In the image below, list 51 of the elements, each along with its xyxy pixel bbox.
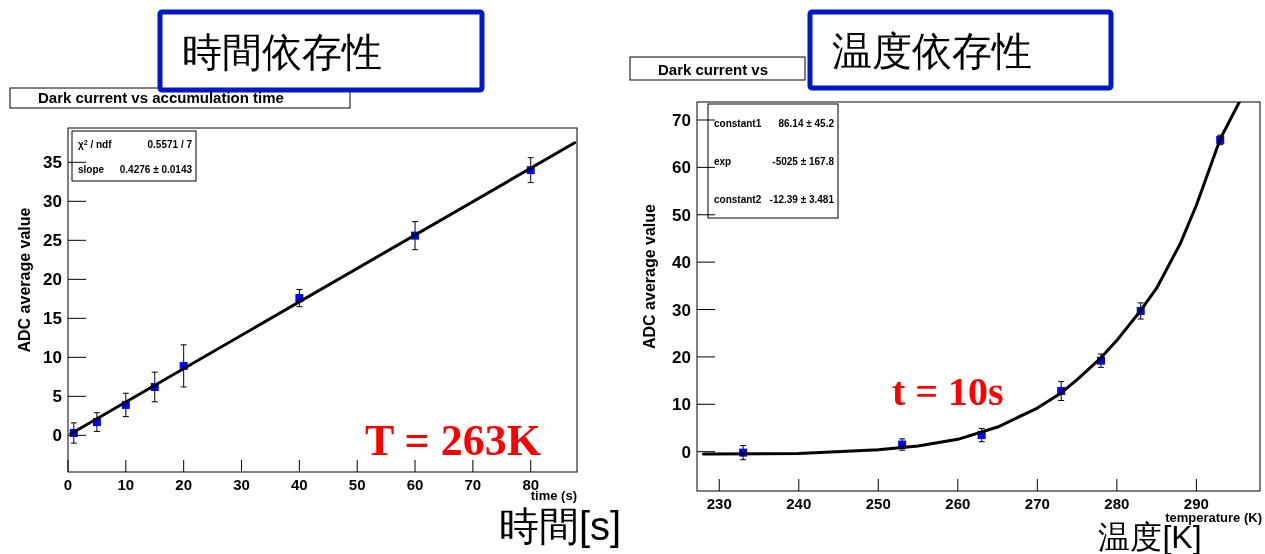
x-tick-label: 240: [786, 495, 812, 512]
annotation: -5025 ± 167.8: [772, 156, 835, 167]
y-axis-title: ADC average value: [641, 203, 658, 349]
y-tick-label: 30: [672, 300, 691, 320]
x-tick-label: 230: [706, 495, 732, 512]
annotation: t = 10s: [892, 369, 1004, 414]
y-tick-label: 50: [672, 205, 691, 225]
x-tick-label: 270: [1024, 495, 1050, 512]
y-tick-label: 15: [43, 309, 62, 329]
x-tick-label: 20: [175, 476, 193, 493]
y-tick-label: 10: [672, 395, 691, 415]
x-tick-label: 70: [464, 476, 482, 493]
y-tick-label: 0: [681, 442, 691, 462]
y-tick-label: 20: [672, 347, 691, 367]
annotation: exp: [714, 156, 732, 167]
x-tick-label: 290: [1183, 495, 1209, 512]
y-tick-label: 20: [43, 270, 62, 290]
x-tick-label: 280: [1104, 495, 1130, 512]
y-tick-label: 35: [43, 153, 62, 173]
y-tick-label: 5: [52, 387, 62, 407]
x-tick-label: 250: [865, 495, 891, 512]
annotation: 86.14 ± 45.2: [778, 118, 835, 129]
text: 時間[s]: [498, 504, 622, 548]
annotation: 0.4276 ± 0.0143: [119, 163, 193, 175]
annotation: χ$^{2}$ / ndf: [78, 138, 113, 150]
x-axis-title: temperature (K): [1165, 510, 1262, 525]
chart-title: Dark current vs: [658, 61, 769, 78]
x-tick-label: 260: [945, 495, 971, 512]
chart-subtitle: 温度依存性: [832, 29, 1032, 73]
annotation: 0.5571 / 7: [147, 138, 193, 150]
y-tick-label: 25: [43, 231, 62, 251]
y-tick-label: 0: [52, 426, 62, 446]
x-tick-label: 0: [63, 476, 73, 493]
x-tick-label: 30: [233, 476, 250, 493]
x-tick-label: 60: [406, 476, 424, 493]
y-tick-label: 10: [43, 348, 62, 368]
annotation: constant2: [714, 194, 762, 205]
x-tick-label: 40: [291, 476, 308, 493]
annotation: -12.39 ± 3.481: [769, 194, 835, 205]
chart-title: Dark current vs accumulation time: [38, 89, 284, 106]
annotation: slope: [78, 163, 105, 175]
annotation: constant1: [714, 118, 762, 129]
annotation: T = 263K: [365, 416, 541, 465]
y-axis-title: ADC average value: [16, 207, 33, 353]
x-tick-label: 10: [117, 476, 135, 493]
y-tick-label: 40: [672, 253, 691, 273]
y-tick-label: 60: [672, 158, 691, 178]
chart-subtitle: 時間依存性: [182, 30, 382, 74]
x-tick-label: 50: [348, 476, 366, 493]
y-tick-label: 70: [672, 111, 691, 130]
y-tick-label: 30: [43, 192, 62, 212]
